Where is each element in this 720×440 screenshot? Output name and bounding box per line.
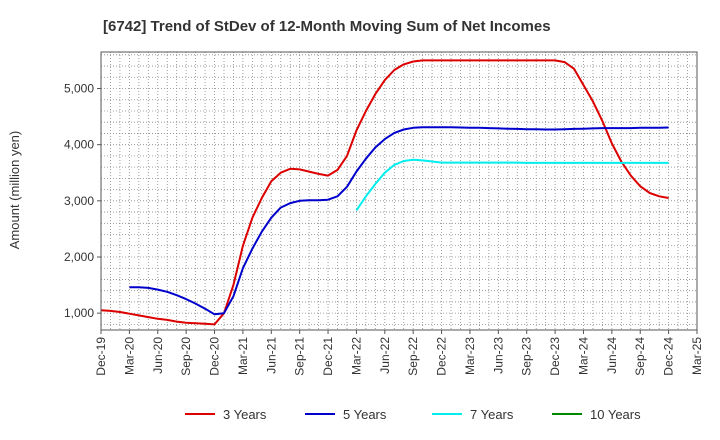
legend-label: 5 Years bbox=[343, 407, 387, 422]
x-tick-label: Mar-20 bbox=[122, 337, 136, 375]
legend-label: 10 Years bbox=[590, 407, 641, 422]
x-tick-label: Jun-21 bbox=[264, 337, 278, 374]
x-tick-label: Dec-22 bbox=[435, 337, 449, 376]
y-tick-label: 2,000 bbox=[64, 250, 94, 264]
legend-label: 7 Years bbox=[470, 407, 514, 422]
y-axis-label: Amount (million yen) bbox=[7, 131, 22, 250]
x-tick-label: Jun-22 bbox=[378, 337, 392, 374]
series-line-7-years bbox=[355, 158, 669, 211]
y-tick-label: 3,000 bbox=[64, 194, 94, 208]
series-layer bbox=[100, 59, 669, 326]
series-line-5-years bbox=[129, 126, 669, 316]
x-tick-label: Dec-24 bbox=[662, 337, 676, 376]
x-tick-label: Dec-23 bbox=[548, 337, 562, 376]
legend-label: 3 Years bbox=[223, 407, 267, 422]
x-tick-label: Mar-21 bbox=[236, 337, 250, 375]
plot-frame bbox=[100, 51, 698, 331]
x-tick-label: Sep-22 bbox=[406, 337, 420, 376]
x-tick-label: Mar-22 bbox=[349, 337, 363, 375]
x-tick-label: Mar-24 bbox=[576, 337, 590, 375]
chart-title: [6742] Trend of StDev of 12-Month Moving… bbox=[103, 18, 551, 35]
x-tick-labels: Dec-19 Mar-20 Jun-20 Sep-20 Dec-20 Mar-21 Jun-… bbox=[94, 330, 704, 376]
x-tick-label: Dec-21 bbox=[321, 337, 335, 376]
x-tick-label: Sep-20 bbox=[179, 337, 193, 376]
x-tick-label: Jun-20 bbox=[151, 337, 165, 374]
x-tick-label: Dec-19 bbox=[94, 337, 108, 376]
y-tick-label: 5,000 bbox=[64, 82, 94, 96]
x-tick-label: Mar-23 bbox=[463, 337, 477, 375]
x-tick-label: Sep-23 bbox=[520, 337, 534, 376]
grid-layer bbox=[100, 52, 698, 330]
legend: 3 Years 5 Years 7 Years 10 Years bbox=[185, 407, 641, 422]
series-line-3-years bbox=[100, 59, 669, 326]
x-tick-label: Jun-24 bbox=[605, 337, 619, 374]
x-tick-label: Sep-21 bbox=[293, 337, 307, 376]
y-tick-label: 4,000 bbox=[64, 138, 94, 152]
x-tick-label: Dec-20 bbox=[208, 337, 222, 376]
y-tick-labels: 1,000 2,000 3,000 4,000 5,000 bbox=[64, 82, 101, 320]
y-tick-label: 1,000 bbox=[64, 306, 94, 320]
x-tick-label: Jun-23 bbox=[491, 337, 505, 374]
x-tick-label: Sep-24 bbox=[633, 337, 647, 376]
x-tick-label: Mar-25 bbox=[690, 337, 704, 375]
